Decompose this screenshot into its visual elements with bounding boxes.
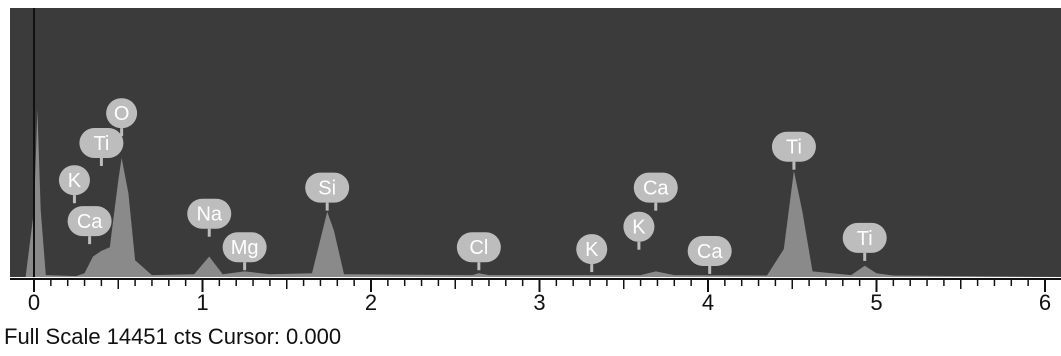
peak-label-bubble [633,172,678,203]
peak-label-bubble [576,234,608,265]
peak-label-cl: Cl [456,232,501,271]
x-axis: 0 1 2 3 4 5 6 [10,278,1061,315]
spectrum-area [25,109,1061,277]
x-tick-label: 4 [702,290,714,315]
units-label: cts [173,324,202,349]
peak-label-bubble [79,127,124,158]
peak-label-text: Na [196,204,222,226]
peak-label-o: O [106,98,138,137]
peak-label-text: Si [318,178,336,200]
peak-label-bubble [58,165,90,196]
peak-label-bubble [842,222,887,253]
peak-label-text: Ti [857,228,873,250]
peak-label-mg: Mg [222,232,267,271]
full-scale-label: Full Scale [4,324,101,349]
peak-label-text: Cl [469,237,488,259]
peak-label-k: K [58,165,90,204]
plot-background [10,8,1061,277]
peak-label-text: O [114,103,130,125]
status-line: Full Scale 14451 cts Cursor: 0.000 [4,324,347,350]
peak-label-text: K [68,170,82,192]
peak-label-k: K [576,234,608,273]
peak-label-bubble [222,232,267,263]
peak-label-na: Na [187,198,232,237]
x-tick-label: 3 [533,290,545,315]
peak-label-bubble [305,172,350,203]
full-scale-value: 14451 [106,324,168,349]
peak-label-bubble [67,206,112,237]
peak-label-ti: Ti [79,127,124,166]
x-tick-label: 5 [870,290,882,315]
x-tick-label: 1 [196,290,208,315]
peak-label-bubble [623,211,655,242]
x-tick-label: 2 [365,290,377,315]
peak-label-ti: Ti [842,222,887,261]
peak-label-text: K [585,239,599,261]
peak-label-text: Mg [231,237,259,259]
cursor-label: Cursor: [207,324,281,349]
peak-label-ca: Ca [633,172,678,211]
peak-label-text: K [632,217,646,239]
peak-label-bubble [187,198,232,229]
peak-label-ca: Ca [687,235,732,274]
peak-label-text: Ti [93,133,109,155]
peak-label-bubble [687,235,732,266]
peak-label-k: K [623,211,655,250]
peak-label-ca: Ca [67,206,112,245]
peak-label-text: Ca [697,241,723,263]
peak-label-si: Si [305,172,350,211]
peak-label-ti: Ti [771,131,816,170]
peak-label-bubble [771,131,816,162]
x-tick-label: 0 [28,290,40,315]
peak-label-text: Ca [643,178,669,200]
peak-label-text: Ca [77,211,103,233]
peak-label-text: Ti [786,137,802,159]
peak-label-bubble [106,98,138,129]
spectrum-series [25,109,1061,277]
peak-label-bubble [456,232,501,263]
x-tick-label: 6 [1039,290,1051,315]
cursor-value: 0.000 [286,324,342,349]
